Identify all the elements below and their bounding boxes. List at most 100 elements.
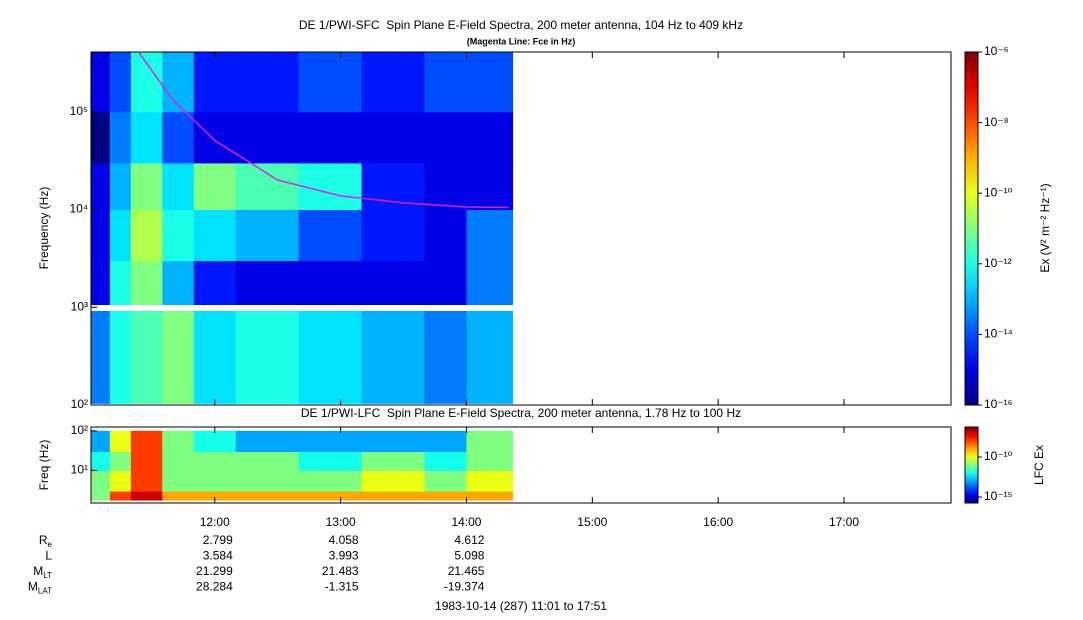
spectrogram-cell [193, 52, 237, 113]
spectrogram-cell [466, 52, 514, 113]
spectrogram-cell [91, 209, 111, 262]
ephemeris-value: 21.483 [322, 564, 359, 578]
colorbar-tick-label: 10⁻¹² [984, 256, 1012, 270]
spectrogram-cell [424, 260, 467, 308]
fce-line [138, 52, 509, 209]
spectrogram-cell [361, 451, 426, 471]
spectrogram-cell [162, 52, 195, 113]
y-tick-label: 10¹ [71, 463, 88, 477]
x-tick-label: 16:00 [703, 515, 733, 529]
x-tick-label: 12:00 [200, 515, 230, 529]
spectrogram-cell [235, 430, 300, 453]
spectrogram-cell [91, 430, 111, 453]
label-text: R [39, 533, 48, 547]
spectrogram-cell [235, 307, 300, 404]
colorbar-tick-label: 10⁻⁸ [984, 115, 1009, 129]
label-subscript: e [48, 540, 53, 549]
ephemeris-value: 5.098 [454, 549, 484, 563]
spectrogram-cell [162, 209, 195, 262]
band-gap [91, 305, 514, 311]
ephemeris-value: 21.465 [448, 564, 485, 578]
spectrogram-cell [91, 111, 111, 164]
ephemeris-value: 21.299 [196, 564, 233, 578]
spectrogram-cell [235, 491, 300, 501]
spectrogram-cell [109, 162, 132, 211]
spectrogram-cell [130, 470, 163, 492]
spectrogram-cell [162, 491, 195, 501]
y-tick-label: 10³ [71, 299, 88, 313]
spectrogram-cell [361, 430, 426, 453]
ephemeris-label: Re [39, 533, 53, 549]
spectrogram-cell [298, 209, 363, 262]
spectrogram-cell [109, 209, 132, 262]
spectrogram-cell [424, 111, 467, 164]
spectrogram-cell [130, 111, 163, 164]
chart-subtitle: (Magenta Line: Fce in Hz) [467, 36, 576, 46]
spectrogram-cell [109, 470, 132, 492]
spectrogram-cell [361, 307, 426, 404]
label-text: L [45, 549, 52, 563]
spectrogram-cell [424, 430, 467, 453]
spectrogram-cell [235, 111, 300, 164]
colorbar-label: LFC Ex [1032, 445, 1046, 485]
spectrogram-cell [91, 451, 111, 471]
colorbar-tick-label: 10⁻¹⁰ [984, 185, 1013, 199]
spectrogram-cell [109, 111, 132, 164]
y-tick-label: 10² [71, 423, 88, 437]
spectrogram-cell [298, 451, 363, 471]
footer: 1983-10-14 (287) 11:01 to 17:51 [435, 599, 607, 613]
x-tick-label: 17:00 [829, 515, 859, 529]
spectrogram-cell [466, 451, 514, 471]
spectrogram-cell [130, 451, 163, 471]
spectrogram-cell [298, 430, 363, 453]
spectrogram-cell [109, 52, 132, 113]
x-tick-label: 13:00 [326, 515, 356, 529]
ephemeris-value: -19.374 [444, 580, 485, 594]
spectrogram-cell [130, 209, 163, 262]
spectrogram-cell [109, 430, 132, 453]
colorbar [964, 426, 979, 504]
colorbar-label: Ex (V² m⁻² Hz⁻¹) [1038, 183, 1052, 272]
label-subscript: LAT [38, 587, 52, 596]
spectrogram-cell [162, 162, 195, 211]
spectrogram-cell [130, 162, 163, 211]
spectrogram-cell [91, 491, 111, 501]
spectrogram-cell [361, 111, 426, 164]
spectrogram-cell [193, 260, 237, 308]
spectrogram-cell [424, 209, 467, 262]
y-tick-label: 10⁵ [70, 104, 88, 118]
spectrogram-cell [466, 111, 514, 164]
spectrogram-cell [235, 209, 300, 262]
label-text: M [28, 580, 38, 594]
colorbar-tick-label: 10⁻¹⁵ [984, 489, 1013, 503]
spectrogram-cell [162, 307, 195, 404]
spectrogram-cell [298, 260, 363, 308]
spectrogram-cell [466, 307, 514, 404]
spectrogram-cell [193, 451, 237, 471]
spectrogram-cell [91, 52, 111, 113]
spectrogram-cell [298, 52, 363, 113]
y-tick-label: 10² [71, 397, 88, 411]
spectrogram-cell [235, 451, 300, 471]
spectrogram-cell [361, 209, 426, 262]
spectrogram-cell [193, 162, 237, 211]
spectrogram-cell [109, 491, 132, 501]
spectrogram-cell [466, 209, 514, 262]
spectrogram-cell [109, 307, 132, 404]
spectrogram-cell [424, 470, 467, 492]
colorbar [964, 51, 979, 406]
ephemeris-value: 3.993 [329, 549, 359, 563]
y-axis-label: Frequency (Hz) [37, 187, 51, 270]
spectrogram-cell [361, 491, 426, 501]
ephemeris-value: 4.612 [454, 533, 484, 547]
spectrogram-cell [130, 430, 163, 453]
spectrogram-cell [235, 52, 300, 113]
plot-frame [90, 51, 952, 406]
spectrogram-cell [466, 162, 514, 211]
spectrogram-cell [193, 209, 237, 262]
colorbar-tick-label: 10⁻¹⁶ [984, 397, 1013, 411]
colorbar-tick-label: 10⁻¹⁴ [984, 327, 1013, 341]
label-subscript: LT [43, 571, 52, 580]
label-text: M [33, 564, 43, 578]
